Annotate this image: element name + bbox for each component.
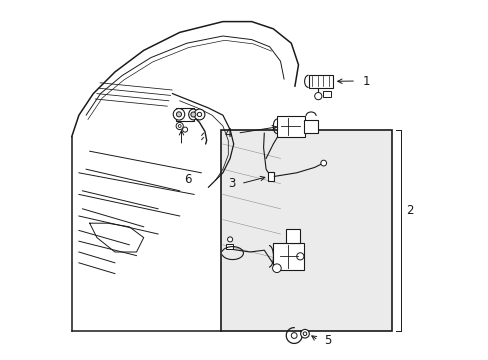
Text: 3: 3 bbox=[228, 177, 235, 190]
Bar bbox=[221, 130, 391, 331]
Ellipse shape bbox=[188, 109, 198, 120]
Bar bbox=[226, 244, 232, 249]
Text: 2: 2 bbox=[406, 204, 413, 217]
Circle shape bbox=[178, 125, 181, 127]
Circle shape bbox=[176, 122, 183, 130]
Text: 6: 6 bbox=[183, 173, 191, 186]
Circle shape bbox=[194, 109, 204, 120]
Bar bbox=[308, 75, 332, 88]
Circle shape bbox=[320, 160, 326, 166]
Bar bbox=[303, 120, 318, 133]
Circle shape bbox=[227, 237, 232, 242]
Bar bbox=[176, 108, 194, 121]
Bar bbox=[285, 229, 299, 243]
Circle shape bbox=[272, 264, 281, 273]
Circle shape bbox=[197, 112, 201, 117]
Circle shape bbox=[296, 253, 303, 260]
Circle shape bbox=[291, 333, 296, 338]
Circle shape bbox=[303, 332, 306, 336]
Bar bbox=[273, 243, 303, 270]
Circle shape bbox=[182, 127, 187, 132]
Bar bbox=[322, 91, 330, 97]
Circle shape bbox=[300, 329, 309, 338]
Text: 4: 4 bbox=[224, 127, 231, 140]
Bar bbox=[267, 172, 274, 181]
Text: 5: 5 bbox=[323, 334, 330, 347]
Text: 1: 1 bbox=[362, 75, 369, 87]
Circle shape bbox=[314, 93, 321, 100]
Circle shape bbox=[190, 112, 196, 117]
Circle shape bbox=[173, 109, 184, 120]
Circle shape bbox=[176, 112, 181, 117]
Bar bbox=[276, 116, 305, 137]
